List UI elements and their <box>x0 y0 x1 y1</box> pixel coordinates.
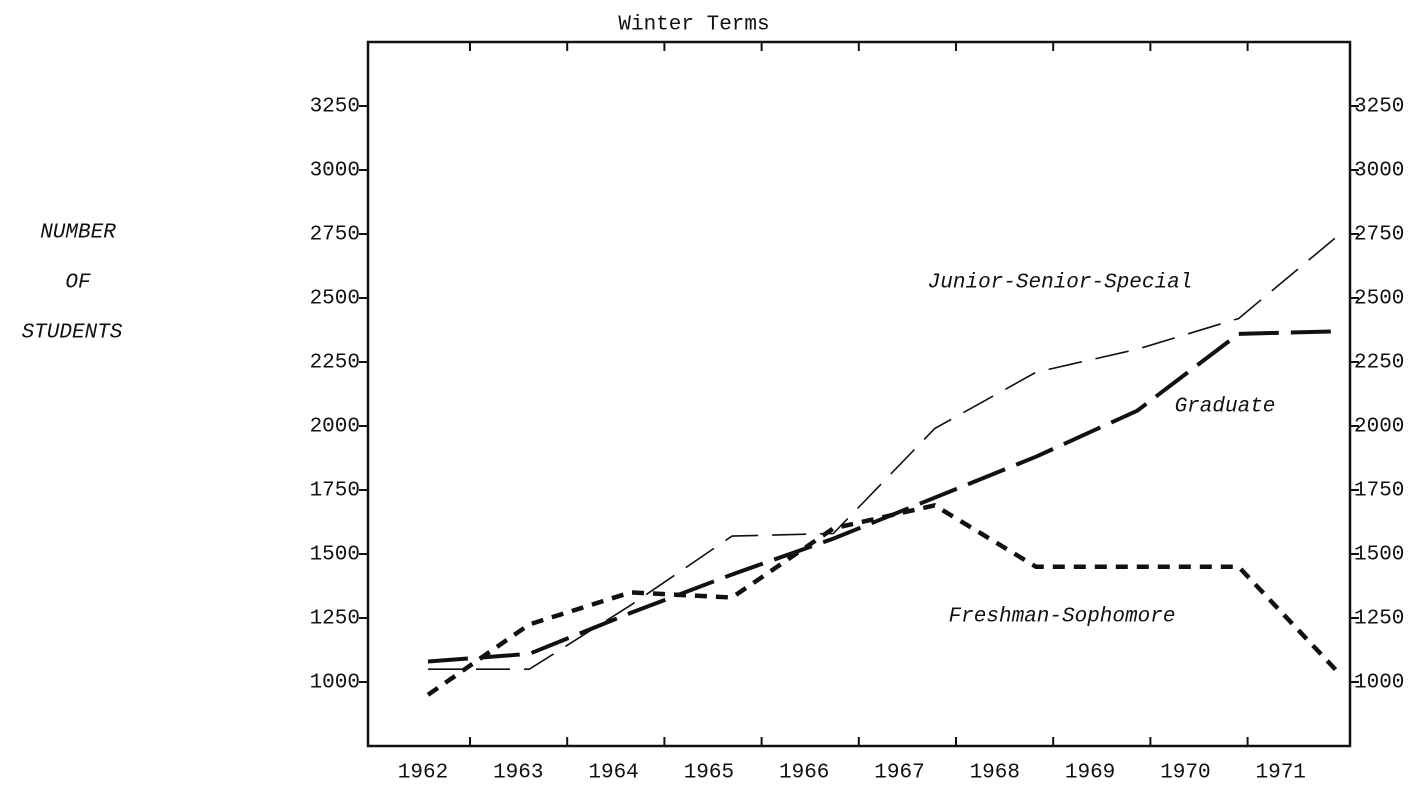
x-tick-label: 1969 <box>1065 762 1115 785</box>
y-tick-label: 1000 <box>1354 672 1404 695</box>
plot-frame <box>366 40 1352 748</box>
y-tick-label: 1250 <box>1354 608 1404 631</box>
series-line <box>427 329 1341 664</box>
x-tick-label: 1967 <box>874 762 924 785</box>
series-line <box>426 502 1342 697</box>
series-label: Junior-Senior-Special <box>928 272 1193 295</box>
y-tick-label: 2750 <box>1354 224 1404 247</box>
series-label: Graduate <box>1175 396 1276 419</box>
x-tick-label: 1971 <box>1255 762 1305 785</box>
y-tick-label: 2250 <box>1354 352 1404 375</box>
y-tick-label: 2000 <box>1354 416 1404 439</box>
y-tick-label: 2500 <box>310 288 360 311</box>
y-axis-label: NUMBER <box>40 222 116 245</box>
y-tick-label: 3000 <box>310 160 360 183</box>
y-axis-label: OF <box>65 272 91 295</box>
y-tick-label: 2250 <box>310 352 360 375</box>
y-tick-label: 2500 <box>1354 288 1404 311</box>
x-tick-label: 1964 <box>588 762 638 785</box>
y-tick-label: 3250 <box>310 96 360 119</box>
y-tick-label: 1500 <box>310 544 360 567</box>
x-tick-label: 1966 <box>779 762 829 785</box>
x-tick-label: 1963 <box>493 762 543 785</box>
y-tick-label: 2000 <box>310 416 360 439</box>
series-label: Freshman-Sophomore <box>949 606 1176 629</box>
x-tick-label: 1968 <box>970 762 1020 785</box>
x-tick-label: 1962 <box>398 762 448 785</box>
y-tick-label: 1750 <box>310 480 360 503</box>
y-tick-label: 1000 <box>310 672 360 695</box>
y-axis-label: STUDENTS <box>22 322 123 345</box>
x-tick-label: 1970 <box>1160 762 1210 785</box>
y-tick-label: 3250 <box>1354 96 1404 119</box>
y-tick-label: 2750 <box>310 224 360 247</box>
y-tick-label: 1250 <box>310 608 360 631</box>
series-line <box>428 233 1341 670</box>
y-tick-label: 1500 <box>1354 544 1404 567</box>
y-tick-label: 3000 <box>1354 160 1404 183</box>
y-tick-label: 1750 <box>1354 480 1404 503</box>
chart-title: Winter Terms <box>618 14 769 37</box>
x-tick-label: 1965 <box>684 762 734 785</box>
